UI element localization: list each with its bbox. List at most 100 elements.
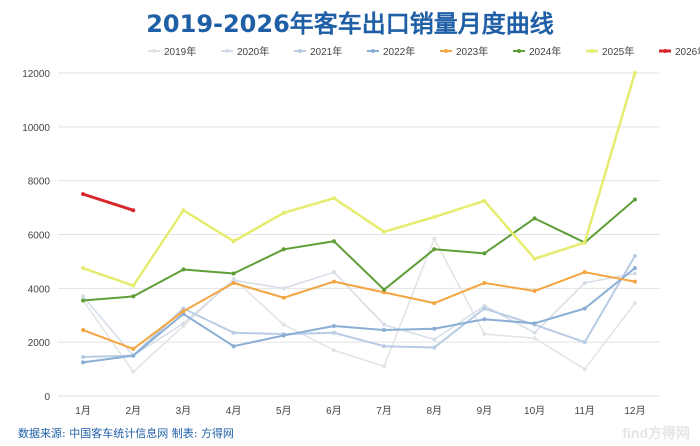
data-point: [632, 71, 637, 75]
legend-marker: [371, 49, 375, 53]
data-point: [582, 367, 587, 372]
data-point: [532, 216, 537, 221]
legend-item: 2020年: [221, 45, 269, 58]
x-tick-label: 1月: [75, 405, 91, 417]
data-point: [482, 317, 487, 322]
data-point: [331, 239, 336, 244]
data-point: [181, 208, 186, 213]
x-tick-label: 5月: [276, 405, 292, 417]
x-tick-label: 12月: [624, 405, 645, 417]
data-point: [331, 279, 336, 284]
y-tick-label: 10000: [22, 123, 50, 134]
data-point: [482, 198, 487, 203]
data-point: [432, 345, 437, 350]
data-point: [582, 340, 587, 345]
data-point: [281, 322, 286, 327]
data-point: [432, 337, 437, 342]
legend-label: 2024年: [529, 45, 561, 58]
y-tick-label: 4000: [28, 284, 51, 295]
legend-marker: [590, 49, 594, 53]
data-point: [81, 192, 86, 197]
legend-label: 2020年: [237, 45, 269, 58]
data-point: [81, 298, 86, 303]
data-point: [81, 360, 86, 365]
data-point: [432, 236, 437, 241]
data-point: [331, 330, 336, 335]
x-tick-label: 9月: [477, 405, 493, 417]
y-tick-label: 8000: [28, 177, 51, 188]
data-point: [382, 287, 387, 292]
data-point: [181, 267, 186, 272]
data-point: [582, 240, 587, 245]
x-axis: 1月 2月 3月 4月 5月 6月 7月 8月 9月 10月 11月 12月: [75, 405, 645, 417]
data-point: [432, 301, 437, 306]
y-tick-label: 6000: [28, 231, 51, 242]
legend-label: 2021年: [310, 45, 342, 58]
legend-item: 2024年: [513, 45, 561, 58]
data-point: [532, 336, 537, 341]
y-axis: 0 2000 4000 6000 8000 10000 12000: [22, 69, 50, 403]
data-point: [382, 364, 387, 369]
legend-item: 2021年: [294, 45, 342, 58]
x-tick-label: 11月: [575, 405, 595, 417]
data-point: [632, 271, 637, 276]
data-point: [181, 309, 186, 314]
legend-label: 2026年: [675, 45, 700, 58]
data-point: [482, 306, 487, 311]
data-point: [532, 321, 537, 326]
data-point: [131, 294, 136, 299]
grid: [58, 72, 660, 397]
series-line: [81, 71, 637, 287]
x-tick-label: 2月: [125, 405, 141, 417]
legend-marker: [663, 49, 667, 53]
series-line: [82, 237, 636, 373]
data-point: [281, 333, 286, 338]
x-tick-label: 8月: [426, 405, 442, 417]
data-point: [81, 294, 86, 299]
data-point: [281, 210, 286, 215]
series-2025年: [81, 71, 637, 288]
data-point: [231, 330, 236, 335]
data-point: [331, 324, 336, 329]
x-tick-label: 4月: [226, 405, 242, 417]
data-point: [632, 197, 637, 202]
data-point: [131, 369, 136, 374]
legend-item: 2022年: [367, 45, 415, 58]
y-tick-label: 2000: [28, 338, 51, 349]
legend-label: 2022年: [383, 45, 415, 58]
x-tick-label: 3月: [176, 405, 192, 417]
data-point: [81, 266, 86, 271]
legend-item: 2025年: [586, 45, 634, 58]
data-point: [231, 271, 236, 276]
data-point: [432, 326, 437, 331]
data-point: [231, 344, 236, 349]
data-point: [482, 251, 487, 256]
data-point: [131, 353, 136, 358]
y-tick-label: 0: [44, 392, 50, 403]
data-point: [532, 256, 537, 261]
data-point: [382, 328, 387, 333]
data-point: [281, 247, 286, 252]
legend: 2019年 2020年 2021年 2022年 2023年 2024年 2025年 2026年: [148, 45, 700, 58]
legend-marker: [152, 49, 156, 53]
source-note: 数据来源: 中国客车统计信息网 制表: 方得网: [18, 426, 234, 440]
data-point: [331, 196, 336, 201]
legend-item: 2019年: [148, 45, 196, 58]
data-point: [482, 280, 487, 285]
data-point: [482, 332, 487, 337]
legend-label: 2025年: [602, 45, 634, 58]
data-point: [632, 254, 637, 259]
data-point: [281, 295, 286, 300]
data-point: [382, 344, 387, 349]
data-point: [281, 286, 286, 291]
data-point: [632, 279, 637, 284]
legend-marker: [517, 49, 521, 53]
series-2019年: [81, 236, 637, 374]
legend-item: 2026年: [659, 45, 700, 58]
legend-marker: [298, 49, 302, 53]
data-point: [231, 280, 236, 285]
data-point: [81, 354, 86, 359]
series-line: [82, 198, 636, 302]
data-point: [582, 306, 587, 311]
data-point: [532, 330, 537, 335]
